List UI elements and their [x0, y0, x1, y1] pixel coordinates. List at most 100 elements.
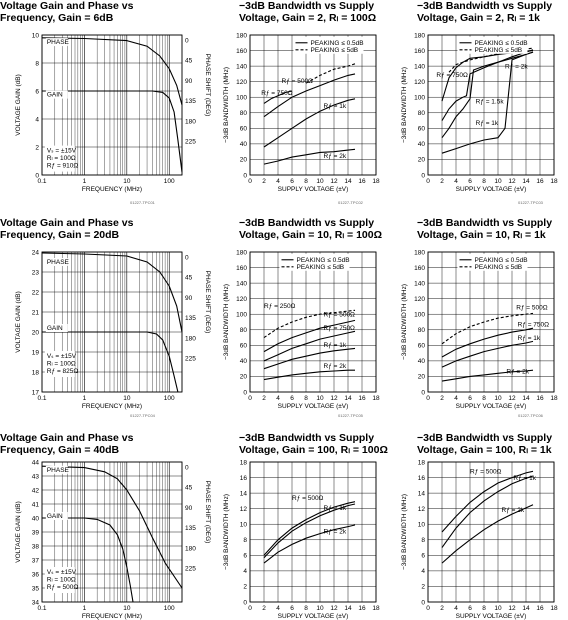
- x-tick-label: 14: [522, 395, 530, 402]
- y-axis-label: VOLTAGE GAIN (dB): [15, 501, 22, 563]
- x-tick-label: 6: [290, 395, 294, 402]
- footnote: 01227-TPC02: [338, 200, 363, 205]
- curve-label: Rƒ = 500Ω: [292, 495, 324, 502]
- x-tick-label: 6: [290, 178, 294, 185]
- plot-area: 0 2 4 6 8 10 12 14 16 18 0 2 4 6 8 10 12 14 16 18 SUPPLY VOL…: [392, 432, 568, 620]
- footnote: 01227-TPC03: [518, 200, 543, 205]
- x-tick-label: 0: [426, 395, 430, 402]
- y2-axis-label: PHASE SHIFT (DEG): [204, 271, 211, 334]
- x-tick-label: 16: [358, 178, 366, 185]
- condition-text: Rƒ = 825Ω: [47, 368, 79, 375]
- curve-label: Rƒ = 2k: [324, 363, 347, 370]
- y-tick-label: 160: [414, 265, 425, 272]
- curve-label: Rƒ = 1k: [513, 475, 536, 482]
- y-tick-label: 120: [414, 79, 425, 86]
- y-tick-label: 100: [236, 312, 247, 319]
- conditions: Vₛ = ±15VRₗ = 100ΩRƒ = 500Ω: [45, 567, 79, 593]
- series-line: [442, 50, 533, 121]
- y2-tick-label: 180: [185, 335, 196, 342]
- curve-label: GAIN: [47, 325, 63, 332]
- y-tick-label: 160: [236, 265, 247, 272]
- y-tick-label: 16: [418, 475, 426, 482]
- x-tick-label: 12: [330, 395, 338, 402]
- x-tick-label: 10: [494, 605, 502, 612]
- y2-tick-label: 180: [185, 545, 196, 552]
- y-tick-label: 20: [240, 374, 248, 381]
- x-tick-label: 0: [248, 178, 252, 185]
- y-tick-label: 35: [32, 585, 40, 592]
- y-tick-label: 0: [421, 389, 425, 396]
- x-tick-label: 8: [482, 178, 486, 185]
- curve-label: Rƒ = 500Ω: [282, 78, 314, 85]
- y-tick-label: 8: [421, 537, 425, 544]
- y-tick-label: 12: [418, 506, 426, 513]
- y-tick-label: 180: [236, 32, 247, 39]
- chart-gain-phase-6db: Voltage Gain and Phase vs Frequency, Gain…: [0, 0, 190, 205]
- y-axis-label: VOLTAGE GAIN (dB): [15, 291, 22, 353]
- x-tick-label: 10: [316, 395, 324, 402]
- x-tick-label: 10: [123, 395, 131, 402]
- y-tick-label: 39: [32, 529, 40, 536]
- x-tick-label: 14: [344, 178, 352, 185]
- condition-text: Vₛ = ±15V: [47, 569, 77, 576]
- x-tick-label: 2: [262, 178, 266, 185]
- grid: [250, 462, 376, 602]
- y2-axis-label: PHASE SHIFT (DEG): [204, 481, 211, 544]
- x-tick-label: 12: [508, 178, 516, 185]
- x-tick-label: 100: [164, 605, 175, 612]
- y-tick-label: 14: [240, 490, 248, 497]
- y-tick-label: 36: [32, 571, 40, 578]
- y-tick-label: 22: [32, 289, 40, 296]
- condition-text: Rₗ = 100Ω: [47, 155, 76, 162]
- y2-tick-label: 0: [185, 37, 189, 44]
- plot-area: 0 2 4 6 8 10 12 14 16 18020406080100120140160180S…: [392, 0, 568, 205]
- x-tick-label: 4: [276, 605, 280, 612]
- y-tick-label: 2: [421, 584, 425, 591]
- y-tick-label: 12: [240, 506, 248, 513]
- x-tick-label: 6: [468, 395, 472, 402]
- y-axis-label: −3dB BANDWIDTH (MHz): [401, 494, 408, 570]
- x-tick-label: 2: [262, 395, 266, 402]
- chart-gain-phase-20db: Voltage Gain and Phase vs Frequency, Gain…: [0, 217, 190, 422]
- legend-entry: PEAKING ≤ 5dB: [475, 264, 523, 271]
- y-tick-label: 40: [418, 141, 426, 148]
- footnote: 01227-TPC06: [518, 413, 543, 418]
- y-tick-label: 140: [414, 63, 425, 70]
- condition-text: Vₛ = ±15V: [47, 353, 77, 360]
- x-axis-label: FREQUENCY (MHz): [82, 186, 142, 193]
- conditions: Vₛ = ±15VRₗ = 100ΩRƒ = 825Ω: [45, 351, 79, 377]
- x-tick-label: 4: [454, 395, 458, 402]
- legend-entry: PEAKING ≤ 5dB: [297, 264, 345, 271]
- condition-text: Vₛ = ±15V: [47, 148, 77, 155]
- legend-entry: PEAKING ≤ 5dB: [475, 47, 523, 54]
- y-tick-label: 16: [240, 475, 248, 482]
- x-axis-label: SUPPLY VOLTAGE (±V): [456, 613, 527, 620]
- curve-label: Rƒ = 1k: [324, 342, 347, 349]
- curve-label: Rƒ = 2k: [324, 529, 347, 536]
- y-tick-label: 60: [240, 343, 248, 350]
- y-tick-label: 80: [418, 327, 426, 334]
- y2-tick-label: 0: [185, 254, 189, 261]
- y-tick-label: 20: [240, 157, 248, 164]
- plot-area: 0 2 4 6 8 10 12 14 16 18 0 2 4 6 8 10 12 14 16 18 SUPPLY VOL…: [214, 432, 384, 620]
- curve-label: Rƒ = 2k: [324, 153, 347, 160]
- y-tick-label: 23: [32, 269, 40, 276]
- x-tick-label: 8: [304, 605, 308, 612]
- x-tick-label: 16: [358, 605, 366, 612]
- y-tick-label: 0: [421, 172, 425, 179]
- x-tick-label: 6: [468, 178, 472, 185]
- x-tick-label: 4: [276, 178, 280, 185]
- footnote: 01227-TPC04: [130, 413, 155, 418]
- x-tick-label: 2: [440, 605, 444, 612]
- chart-bw-gain10-rl100: −3dB Bandwidth vs Supply Voltage, Gain = …: [214, 217, 384, 422]
- y-tick-label: 2: [35, 144, 39, 151]
- x-tick-label: 18: [550, 395, 558, 402]
- plot-frame: [250, 462, 376, 602]
- x-tick-label: 14: [344, 395, 352, 402]
- y-tick-label: 40: [240, 358, 248, 365]
- y-tick-label: 20: [418, 374, 426, 381]
- curve-label: Rƒ = 750Ω: [324, 325, 356, 332]
- y-tick-label: 21: [32, 309, 40, 316]
- curve-label: Rƒ = 250Ω: [264, 303, 296, 310]
